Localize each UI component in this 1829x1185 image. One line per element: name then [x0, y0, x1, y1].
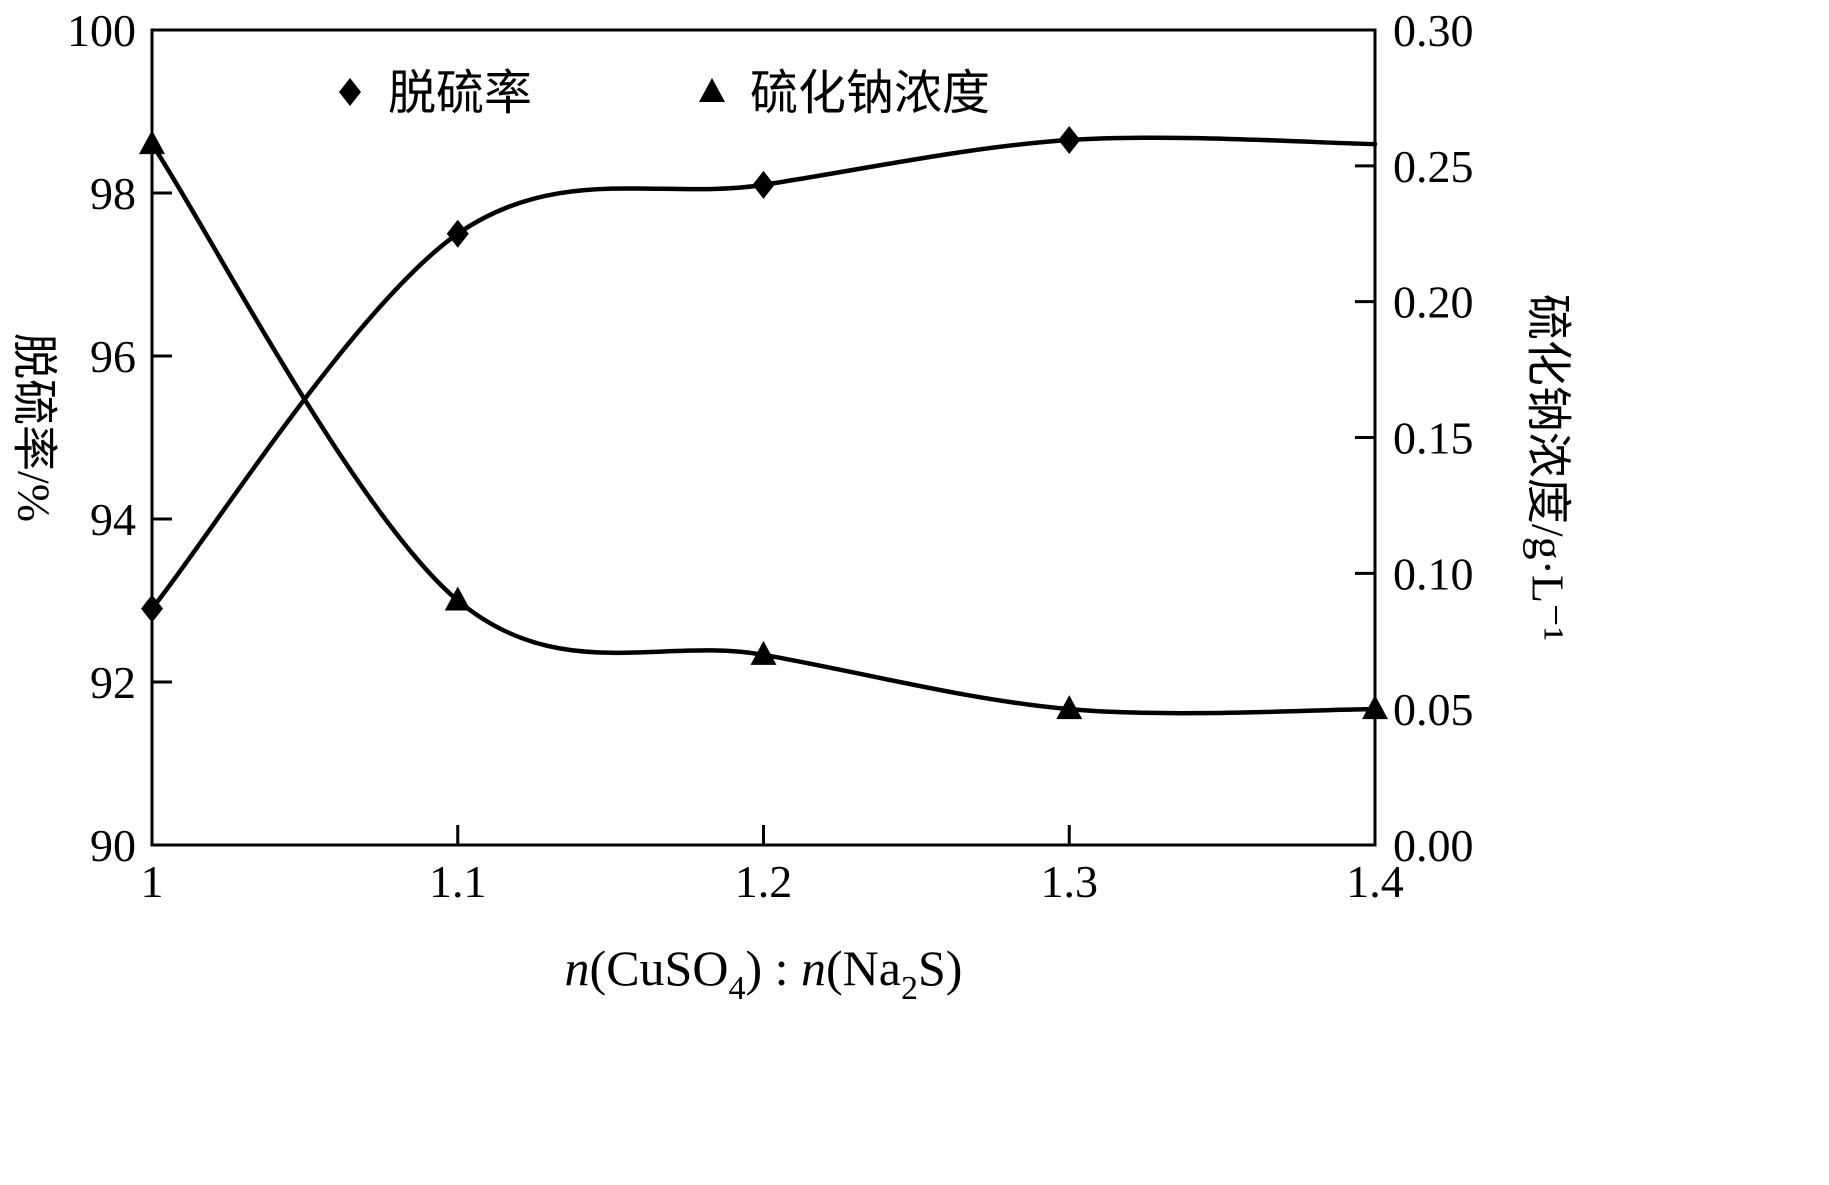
series-marker-0	[446, 219, 469, 248]
series-marker-1	[139, 130, 165, 155]
series-marker-1	[1056, 695, 1083, 720]
series-marker-1	[750, 640, 777, 665]
x-axis-tick-label: 1.4	[1346, 856, 1404, 907]
right-axis-tick-label: 0.25	[1393, 141, 1474, 192]
left-axis-tick-label: 100	[67, 5, 136, 56]
series-marker-0	[141, 594, 163, 623]
series-marker-1	[1362, 695, 1388, 720]
left-axis-tick-label: 98	[90, 168, 136, 219]
right-axis-tick-label: 0.20	[1393, 277, 1474, 328]
right-axis-tick-label: 0.10	[1393, 548, 1474, 599]
left-axis-tick-label: 90	[90, 820, 136, 871]
legend-marker-diamond	[339, 78, 361, 106]
legend-label: 脱硫率	[388, 67, 532, 120]
legend-label: 硫化钠浓度	[750, 67, 990, 120]
series-marker-0	[1058, 126, 1081, 155]
left-axis-tick-label: 92	[90, 657, 136, 708]
x-axis-tick-label: 1.1	[429, 856, 487, 907]
plot-border	[150, 28, 1377, 847]
left-axis-tick-label: 96	[90, 331, 136, 382]
legend-marker-triangle	[699, 78, 725, 102]
right-axis-title: 硫化钠浓度/g·L⁻¹	[1523, 294, 1574, 641]
right-axis-tick-label: 0.30	[1393, 5, 1474, 56]
x-axis-tick-label: 1.2	[735, 856, 793, 907]
right-axis-tick-label: 0.05	[1393, 684, 1474, 735]
x-axis-tick-label: 1.3	[1041, 856, 1099, 907]
x-axis-tick-label: 1	[141, 856, 164, 907]
x-axis-title: n(CuSO4) : n(Na2S)	[565, 940, 963, 1007]
series-marker-0	[752, 170, 775, 199]
right-axis-tick-label: 0.00	[1393, 820, 1474, 871]
left-axis-title: 脱硫率/%	[9, 333, 60, 522]
series-marker-1	[444, 586, 471, 611]
right-axis-tick-label: 0.15	[1393, 413, 1474, 464]
left-axis-tick-label: 94	[90, 494, 136, 545]
series-line-0	[149, 135, 1378, 611]
series-line-1	[149, 141, 1378, 716]
